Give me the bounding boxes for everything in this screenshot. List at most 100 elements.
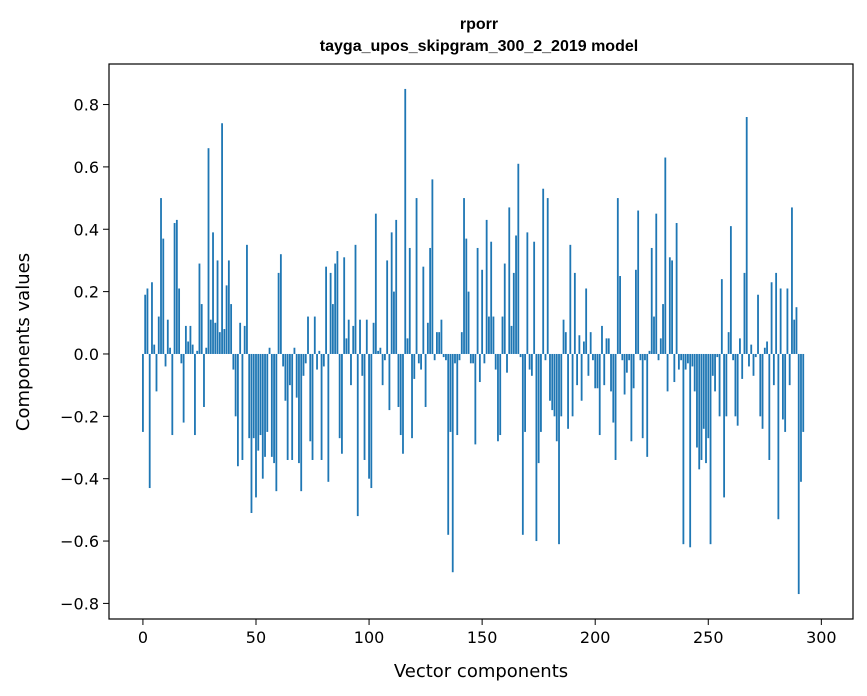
bar xyxy=(153,344,156,354)
bar xyxy=(442,353,445,358)
bar xyxy=(646,353,649,457)
bar xyxy=(408,247,411,354)
bar xyxy=(307,316,309,354)
bar xyxy=(648,350,651,354)
bar xyxy=(490,241,493,354)
bar xyxy=(506,353,508,373)
bar xyxy=(497,353,499,442)
bar xyxy=(232,353,235,370)
bar xyxy=(621,353,624,361)
bar xyxy=(148,353,151,489)
bar xyxy=(793,319,796,354)
bar xyxy=(293,347,296,354)
y-axis-label: Components values xyxy=(13,253,34,431)
bar xyxy=(777,353,780,520)
bar xyxy=(775,272,778,354)
bar xyxy=(772,353,775,386)
bar xyxy=(316,353,318,370)
bar xyxy=(791,207,793,354)
bar xyxy=(650,247,653,354)
bar xyxy=(549,353,551,401)
bar xyxy=(318,350,321,354)
bar xyxy=(607,338,610,354)
bar xyxy=(662,304,664,354)
x-axis: 0 50 100 150 200 250 300 xyxy=(138,619,837,647)
bar xyxy=(160,198,162,354)
bar xyxy=(379,347,382,354)
bar xyxy=(194,353,196,436)
bar xyxy=(779,288,782,354)
bar xyxy=(723,353,726,498)
bar xyxy=(653,316,655,354)
bar xyxy=(406,338,409,354)
bar xyxy=(347,319,350,354)
bar xyxy=(214,322,217,354)
bar xyxy=(582,341,585,354)
bar xyxy=(250,353,253,513)
bar xyxy=(508,207,511,354)
bar xyxy=(700,353,703,460)
bar xyxy=(189,325,192,354)
bar xyxy=(331,304,334,354)
bar xyxy=(521,353,524,535)
bar xyxy=(795,307,798,354)
bar xyxy=(246,244,248,354)
bar xyxy=(664,157,667,354)
bar xyxy=(431,179,434,354)
bar xyxy=(768,353,771,460)
bar xyxy=(454,353,456,364)
bar xyxy=(797,353,800,595)
bar xyxy=(184,325,187,354)
bar xyxy=(555,353,558,442)
bar xyxy=(259,353,262,436)
bar xyxy=(169,347,171,354)
bar xyxy=(196,350,199,354)
bar xyxy=(594,353,597,389)
bar xyxy=(625,353,628,373)
bar xyxy=(212,232,214,354)
bar xyxy=(687,353,689,364)
bar xyxy=(436,332,438,354)
bar xyxy=(359,319,361,354)
bar xyxy=(745,117,748,354)
bar xyxy=(157,316,160,354)
y-tick-label: −0.6 xyxy=(60,532,99,551)
bar xyxy=(424,353,427,407)
bar xyxy=(589,332,592,354)
bar xyxy=(592,353,594,361)
bar xyxy=(311,353,314,460)
bar xyxy=(580,353,583,401)
bar xyxy=(564,332,567,354)
bar xyxy=(702,353,705,429)
x-tick-label: 50 xyxy=(246,628,266,647)
bar xyxy=(716,353,719,358)
bar xyxy=(415,198,418,354)
bar xyxy=(336,251,339,354)
bar xyxy=(370,353,373,489)
bar xyxy=(361,353,364,376)
bar xyxy=(603,353,606,386)
bar xyxy=(524,353,526,432)
bar xyxy=(558,353,560,545)
bar xyxy=(227,260,230,354)
bar xyxy=(334,263,337,354)
bar xyxy=(225,285,228,354)
bar xyxy=(422,266,425,354)
bar xyxy=(417,353,420,364)
y-tick-label: −0.8 xyxy=(60,594,99,613)
bar xyxy=(675,223,678,354)
bar xyxy=(438,332,441,354)
bar xyxy=(426,322,429,354)
bar xyxy=(800,353,802,482)
bar xyxy=(234,353,237,417)
y-tick-label: −0.2 xyxy=(60,407,99,426)
bar xyxy=(282,353,285,367)
bar xyxy=(284,353,287,401)
bar xyxy=(322,353,325,367)
bar xyxy=(530,353,533,376)
x-tick-label: 250 xyxy=(693,628,724,647)
bar xyxy=(383,353,386,361)
y-tick-label: 0.2 xyxy=(74,283,99,302)
bar xyxy=(757,294,759,354)
